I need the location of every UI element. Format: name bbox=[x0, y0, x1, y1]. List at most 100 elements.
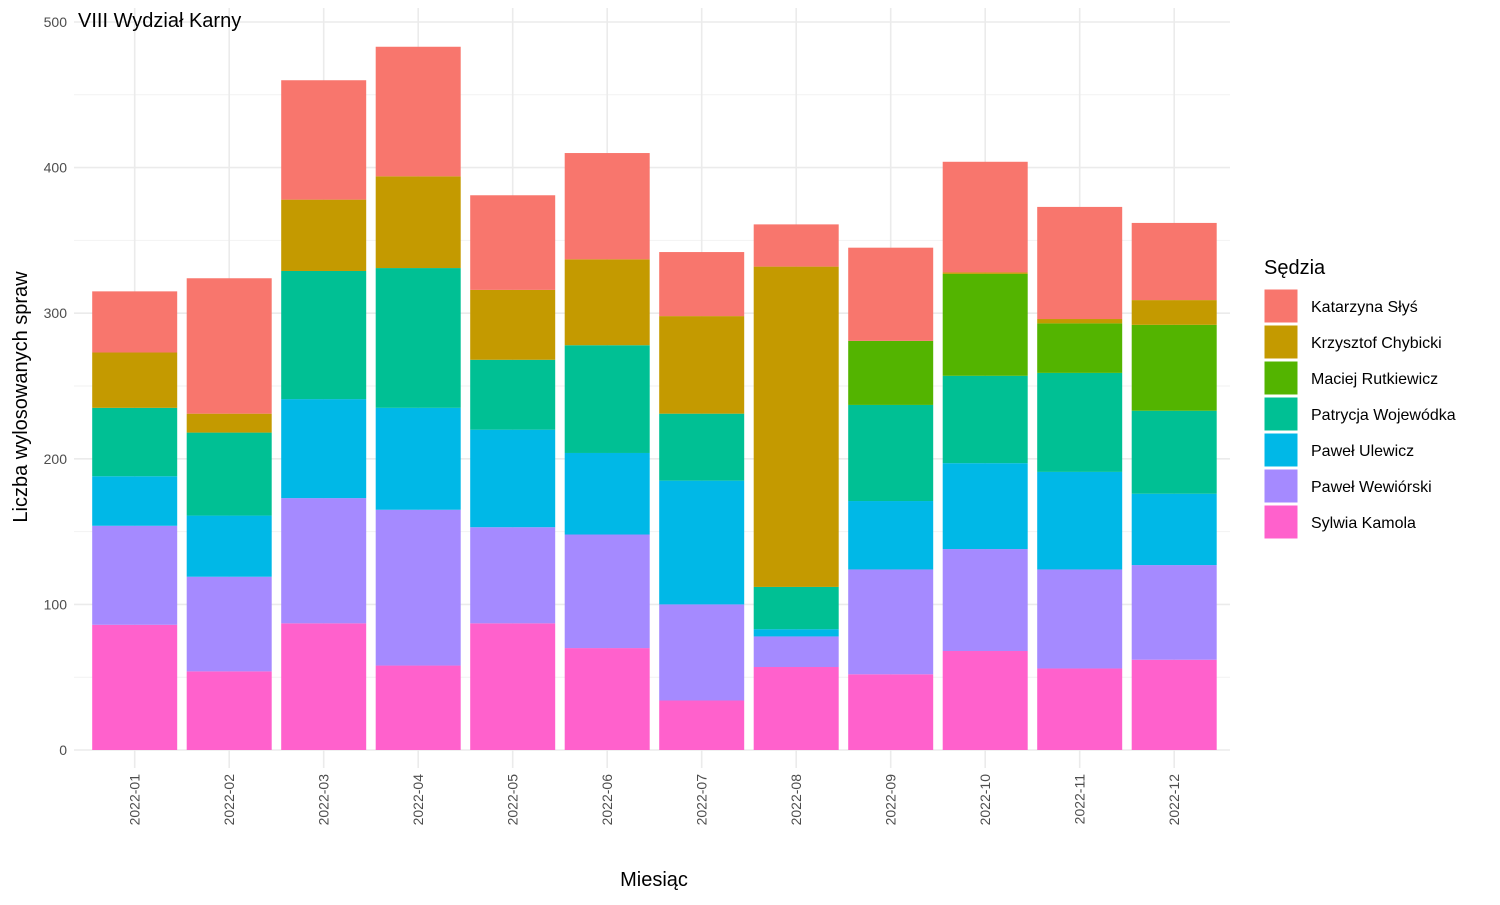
y-tick-label: 100 bbox=[44, 596, 68, 612]
legend-key bbox=[1263, 360, 1299, 396]
bar-segment bbox=[92, 476, 178, 526]
legend-label: Katarzyna Słyś bbox=[1311, 299, 1418, 316]
bar-segment bbox=[659, 316, 745, 414]
legend-label: Paweł Wewiórski bbox=[1311, 479, 1432, 496]
bar-segment bbox=[92, 624, 178, 750]
bar-segment bbox=[375, 665, 461, 750]
bar-segment bbox=[92, 352, 178, 408]
legend-label: Maciej Rutkiewicz bbox=[1311, 371, 1438, 388]
x-tick-label: 2022-04 bbox=[410, 774, 426, 826]
bar-segment bbox=[186, 576, 272, 672]
bar-segment bbox=[186, 671, 272, 750]
x-tick-label: 2022-05 bbox=[505, 774, 521, 826]
bar-segment bbox=[564, 259, 650, 346]
x-tick-label: 2022-06 bbox=[599, 774, 615, 826]
bar-segment bbox=[1037, 569, 1123, 669]
bar-segment bbox=[470, 527, 556, 624]
bar-segment bbox=[1037, 323, 1123, 373]
bars bbox=[92, 46, 1217, 750]
x-tick-label: 2022-08 bbox=[788, 774, 804, 826]
bar-segment bbox=[470, 623, 556, 750]
bar-segment bbox=[942, 549, 1028, 651]
legend-label: Patrycja Wojewódka bbox=[1311, 407, 1456, 424]
legend-label: Krzysztof Chybicki bbox=[1311, 335, 1442, 352]
bar-segment bbox=[1131, 565, 1217, 660]
y-tick-label: 500 bbox=[44, 14, 68, 30]
bar-segment bbox=[753, 629, 839, 637]
legend-title: Sędzia bbox=[1264, 257, 1326, 279]
bar-segment bbox=[1131, 222, 1217, 301]
bar-segment bbox=[753, 636, 839, 668]
y-tick-label: 200 bbox=[44, 451, 68, 467]
bar-segment bbox=[281, 80, 367, 200]
legend-key bbox=[1263, 432, 1299, 468]
bar-segment bbox=[942, 161, 1028, 273]
y-tick-label: 400 bbox=[44, 160, 68, 176]
bar-segment bbox=[659, 700, 745, 750]
y-axis: 0 100 200 300 400 500 bbox=[44, 14, 68, 758]
x-axis-title: Miesiąc bbox=[620, 869, 688, 891]
bar-segment bbox=[1131, 324, 1217, 411]
bar-segment bbox=[281, 498, 367, 624]
bar-segment bbox=[942, 463, 1028, 550]
legend-key bbox=[1263, 324, 1299, 360]
bar-segment bbox=[659, 604, 745, 701]
bar-segment bbox=[753, 224, 839, 267]
bar-segment bbox=[375, 46, 461, 177]
chart-title: VIII Wydział Karny bbox=[78, 10, 241, 32]
bar-segment bbox=[470, 429, 556, 528]
bar-segment bbox=[753, 667, 839, 750]
bar-segment bbox=[942, 272, 1028, 274]
bar-segment bbox=[375, 407, 461, 510]
bar-segment bbox=[281, 199, 367, 271]
x-tick-label: 2022-07 bbox=[694, 774, 710, 826]
bar-segment bbox=[470, 359, 556, 430]
bar-segment bbox=[1131, 300, 1217, 325]
bar-segment bbox=[753, 586, 839, 630]
legend-key bbox=[1263, 468, 1299, 504]
legend: Sędzia Katarzyna Słyś Krzysztof Chybicki M… bbox=[1263, 257, 1456, 540]
bar-segment bbox=[942, 273, 1028, 376]
legend-key bbox=[1263, 288, 1299, 324]
bar-segment bbox=[848, 569, 934, 675]
bar-segment bbox=[92, 407, 178, 477]
bar-segment bbox=[375, 509, 461, 666]
legend-key bbox=[1263, 504, 1299, 540]
bar-segment bbox=[186, 413, 272, 433]
bar-segment bbox=[564, 452, 650, 535]
bar-segment bbox=[186, 432, 272, 516]
bar-segment bbox=[1037, 372, 1123, 472]
bar-segment bbox=[470, 195, 556, 290]
bar-segment bbox=[1131, 493, 1217, 566]
bar-segment bbox=[281, 270, 367, 400]
bar-segment bbox=[753, 266, 839, 587]
bar-segment bbox=[92, 291, 178, 353]
bar-segment bbox=[186, 515, 272, 577]
bar-segment bbox=[942, 375, 1028, 464]
bar-segment bbox=[848, 247, 934, 341]
bar-segment bbox=[186, 278, 272, 414]
x-tick-label: 2022-02 bbox=[221, 774, 237, 826]
y-tick-label: 0 bbox=[59, 742, 67, 758]
bar-segment bbox=[1037, 206, 1123, 320]
bar-segment bbox=[281, 623, 367, 750]
y-tick-label: 300 bbox=[44, 305, 68, 321]
bar-segment bbox=[470, 289, 556, 360]
bar-segment bbox=[564, 534, 650, 649]
bar-segment bbox=[281, 399, 367, 499]
bar-segment bbox=[1037, 668, 1123, 750]
x-tick-label: 2022-03 bbox=[316, 774, 332, 826]
x-tick-label: 2022-12 bbox=[1166, 774, 1182, 826]
bar-segment bbox=[659, 252, 745, 317]
legend-key bbox=[1263, 396, 1299, 432]
bar-segment bbox=[1037, 471, 1123, 570]
bar-segment bbox=[375, 268, 461, 408]
x-tick-label: 2022-10 bbox=[977, 774, 993, 826]
x-tick-label: 2022-01 bbox=[127, 774, 143, 826]
bar-segment bbox=[92, 525, 178, 625]
bar-segment bbox=[1037, 319, 1123, 324]
bar-segment bbox=[848, 501, 934, 570]
x-tick-label: 2022-11 bbox=[1072, 774, 1088, 825]
bar-segment bbox=[659, 480, 745, 605]
